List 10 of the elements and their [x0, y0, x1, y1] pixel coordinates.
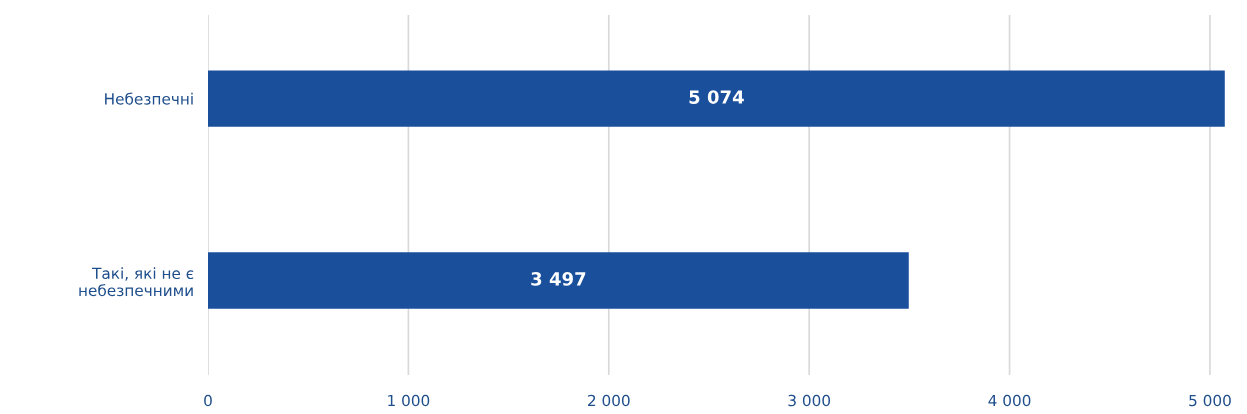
x-tick-label: 4 000 [988, 394, 1031, 407]
x-tick-label: 3 000 [788, 394, 831, 407]
x-tick-label: 1 000 [388, 394, 430, 407]
x-tick-label: 2 000 [588, 394, 630, 407]
data-label: 3 497 [531, 272, 586, 286]
y-tick-label: Такі, які не є небезпечними [79, 267, 194, 297]
x-tick-label: 5 000 [1189, 394, 1231, 407]
x-tick-label: 0 [204, 394, 212, 407]
data-label: 5 074 [689, 90, 744, 104]
y-tick-label: Небезпечні [105, 92, 193, 105]
